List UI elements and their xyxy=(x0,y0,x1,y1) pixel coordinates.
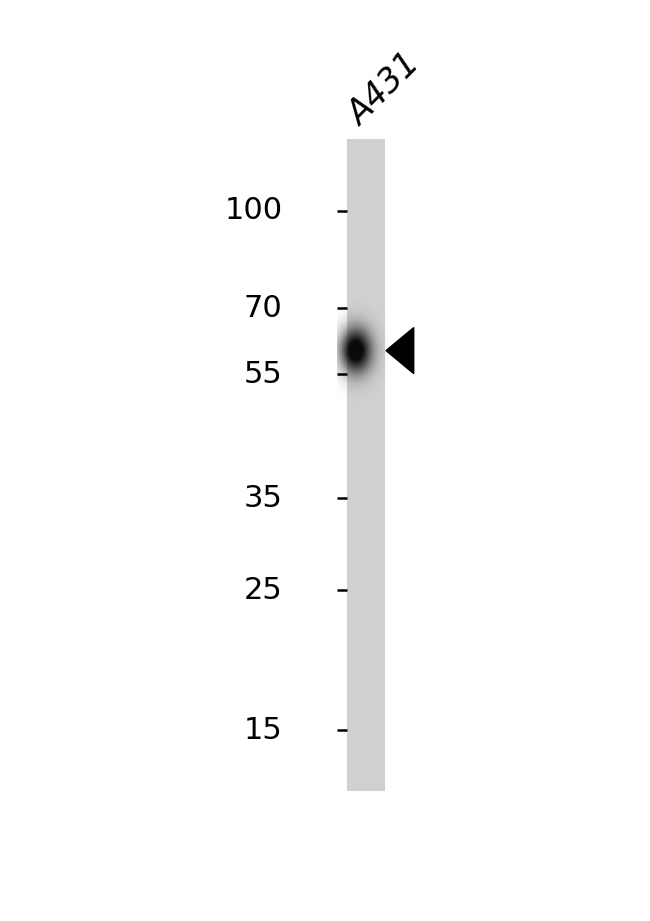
Text: 70: 70 xyxy=(244,294,283,323)
Text: 55: 55 xyxy=(244,360,283,389)
Bar xyxy=(347,139,385,791)
Text: 15: 15 xyxy=(244,716,283,745)
Text: A431: A431 xyxy=(343,47,427,132)
Polygon shape xyxy=(386,328,414,374)
Text: 25: 25 xyxy=(244,576,283,605)
Text: 35: 35 xyxy=(244,484,283,513)
Text: 100: 100 xyxy=(225,196,283,226)
